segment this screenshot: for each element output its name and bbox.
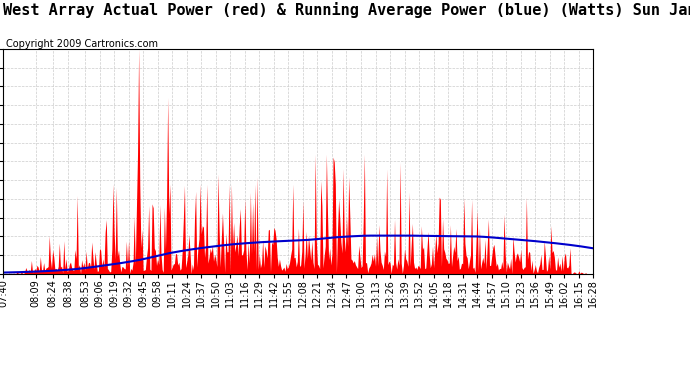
Text: West Array Actual Power (red) & Running Average Power (blue) (Watts) Sun Jan 4 1: West Array Actual Power (red) & Running … [3, 2, 690, 18]
Text: Copyright 2009 Cartronics.com: Copyright 2009 Cartronics.com [6, 39, 157, 50]
